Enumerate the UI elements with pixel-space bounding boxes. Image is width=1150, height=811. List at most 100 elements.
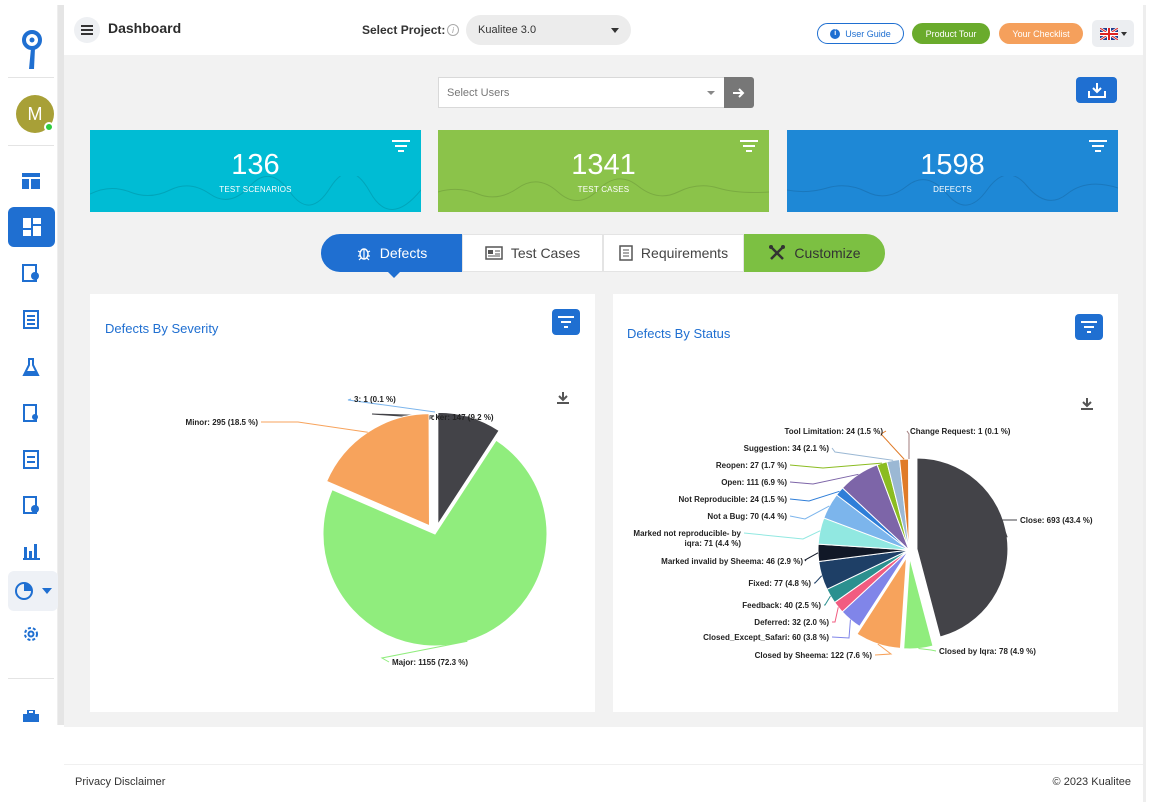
- layout-icon: [22, 173, 40, 189]
- sparkline-decoration: [438, 178, 769, 201]
- sidebar-item-briefcase[interactable]: [17, 710, 45, 722]
- leader-line: [831, 619, 851, 639]
- filter-icon[interactable]: [740, 140, 758, 152]
- sidebar-item-analytics[interactable]: [8, 571, 58, 611]
- pie-data-label: Open: 111 (6.9 %): [721, 478, 787, 487]
- page-title: Dashboard: [108, 20, 182, 36]
- bug-icon: [357, 248, 371, 261]
- your-checklist-button[interactable]: Your Checklist: [999, 23, 1083, 44]
- pie-slice[interactable]: [434, 411, 436, 525]
- privacy-disclaimer-link[interactable]: Privacy Disclaimer: [75, 776, 166, 788]
- stat-card-test-cases[interactable]: 1341 TEST CASES: [438, 130, 769, 212]
- divider: [8, 678, 54, 679]
- document-settings-icon: [23, 496, 39, 514]
- info-icon: i: [830, 28, 841, 39]
- tab-defects[interactable]: Defects: [321, 234, 462, 272]
- menu-toggle-button[interactable]: [74, 17, 100, 43]
- leader-line: [874, 643, 893, 656]
- pie-data-label: Feedback: 40 (2.5 %): [742, 601, 821, 610]
- pie-data-label: Marked not reproducible- by: [633, 529, 741, 538]
- chart-download-icon[interactable]: [556, 391, 570, 405]
- pie-data-label: Suggestion: 34 (2.1 %): [744, 444, 830, 453]
- product-tour-label: Product Tour: [925, 28, 977, 39]
- clipboard-list-icon: [23, 310, 39, 329]
- stat-card-test-scenarios[interactable]: 136 TEST SCENARIOS: [90, 130, 421, 212]
- leader-line: [906, 430, 910, 460]
- filter-icon: [558, 316, 574, 328]
- sidebar-item-checklist[interactable]: [17, 445, 45, 473]
- chart-download-icon[interactable]: [1080, 397, 1094, 411]
- sidebar-item-doc-search[interactable]: [17, 399, 45, 427]
- sidebar-item-lab[interactable]: [17, 353, 45, 381]
- chart-filter-button[interactable]: [552, 309, 580, 335]
- select-users-input[interactable]: Select Users: [438, 77, 725, 108]
- chart-tabs: Defects Test Cases Requirements Customiz…: [321, 234, 885, 278]
- avatar[interactable]: M: [16, 95, 54, 133]
- filter-icon[interactable]: [1089, 140, 1107, 152]
- sidebar-scrollbar[interactable]: [58, 5, 64, 725]
- product-tour-button[interactable]: Product Tour: [912, 23, 990, 44]
- your-checklist-label: Your Checklist: [1012, 28, 1070, 39]
- language-select[interactable]: [1092, 20, 1134, 47]
- pie-slice[interactable]: [908, 458, 910, 551]
- pie-data-label: Close: 693 (43.4 %): [1020, 516, 1093, 525]
- sidebar-item-settings[interactable]: [17, 620, 45, 648]
- pie-slice[interactable]: [322, 439, 548, 647]
- user-guide-label: User Guide: [845, 28, 891, 39]
- defects-by-severity-panel: Defects By Severity Blocker: 147 (9.2 %)…: [90, 294, 595, 712]
- export-dashboard-button[interactable]: [1076, 77, 1117, 103]
- pie-data-label: Closed_Except_Safari: 60 (3.8 %): [703, 633, 829, 642]
- pie-data-label: Closed by Iqra: 78 (4.9 %): [939, 647, 1036, 656]
- gear-icon: [24, 627, 38, 641]
- tab-customize[interactable]: Customize: [744, 234, 885, 272]
- pie-data-label: Major: 1155 (72.3 %): [392, 658, 468, 667]
- top-header: Dashboard Select Project: i Kualitee 3.0…: [64, 5, 1143, 55]
- chart-title: Defects By Severity: [105, 321, 219, 336]
- stat-value: 136: [231, 149, 280, 181]
- caret-down-icon: [611, 28, 619, 33]
- tab-label: Requirements: [640, 245, 729, 261]
- project-select[interactable]: Kualitee 3.0: [466, 15, 631, 45]
- chart-filter-button[interactable]: [1075, 314, 1103, 340]
- pie-data-label: 3: 1 (0.1 %): [354, 395, 396, 404]
- copyright-text: © 2023 Kualitee: [1052, 776, 1131, 788]
- leader-line: [371, 413, 470, 418]
- defects-by-status-panel: Defects By Status Close: 693 (43.4 %) Clo…: [613, 294, 1118, 712]
- filter-icon[interactable]: [392, 140, 410, 152]
- severity-pie-chart: Blocker: 147 (9.2 %) Major: 1155 (72.3 %)…: [186, 395, 548, 667]
- caret-down-icon: [707, 91, 715, 95]
- sidebar-item-layout[interactable]: [17, 167, 45, 195]
- leader-line: [789, 462, 883, 469]
- pie-data-label: Not a Bug: 70 (4.4 %): [707, 512, 787, 521]
- apply-users-button[interactable]: [724, 77, 754, 108]
- sparkline-decoration: [90, 176, 421, 210]
- leader-line: [832, 607, 839, 623]
- stat-card-defects[interactable]: 1598 DEFECTS: [787, 130, 1118, 212]
- pie-slice[interactable]: [856, 555, 908, 649]
- sidebar-item-reports[interactable]: [17, 537, 45, 565]
- leader-line: [789, 473, 859, 485]
- pie-slice[interactable]: [325, 413, 430, 527]
- main-content: Select Users 136 TEST SCENARIOS 1341 TES…: [64, 55, 1143, 727]
- info-icon[interactable]: i: [447, 24, 459, 36]
- dashboard-icon: [22, 218, 41, 236]
- pie-data-label: Fixed: 77 (4.8 %): [748, 579, 811, 588]
- document-gear-icon: [22, 264, 39, 282]
- tab-test-cases[interactable]: Test Cases: [462, 234, 603, 272]
- sidebar-item-doc-settings[interactable]: [17, 491, 45, 519]
- pie-slice[interactable]: [916, 457, 1009, 638]
- leader-line: [347, 398, 436, 413]
- kualitee-logo[interactable]: [19, 29, 45, 73]
- leader-line: [380, 640, 468, 663]
- user-guide-button[interactable]: i User Guide: [817, 23, 904, 44]
- divider: [64, 764, 1143, 765]
- tab-requirements[interactable]: Requirements: [603, 234, 744, 272]
- sparkline-decoration: [787, 176, 1118, 206]
- status-pie-chart: Close: 693 (43.4 %) Closed by Iqra: 78 (4…: [633, 427, 1093, 660]
- test-case-icon: [485, 246, 503, 260]
- sidebar-item-clipboard-list[interactable]: [17, 305, 45, 333]
- footer: Privacy Disclaimer © 2023 Kualitee: [64, 727, 1143, 802]
- leader-line: [804, 552, 819, 562]
- sidebar-item-settings-doc[interactable]: [17, 259, 45, 287]
- sidebar-item-dashboard[interactable]: [8, 207, 55, 247]
